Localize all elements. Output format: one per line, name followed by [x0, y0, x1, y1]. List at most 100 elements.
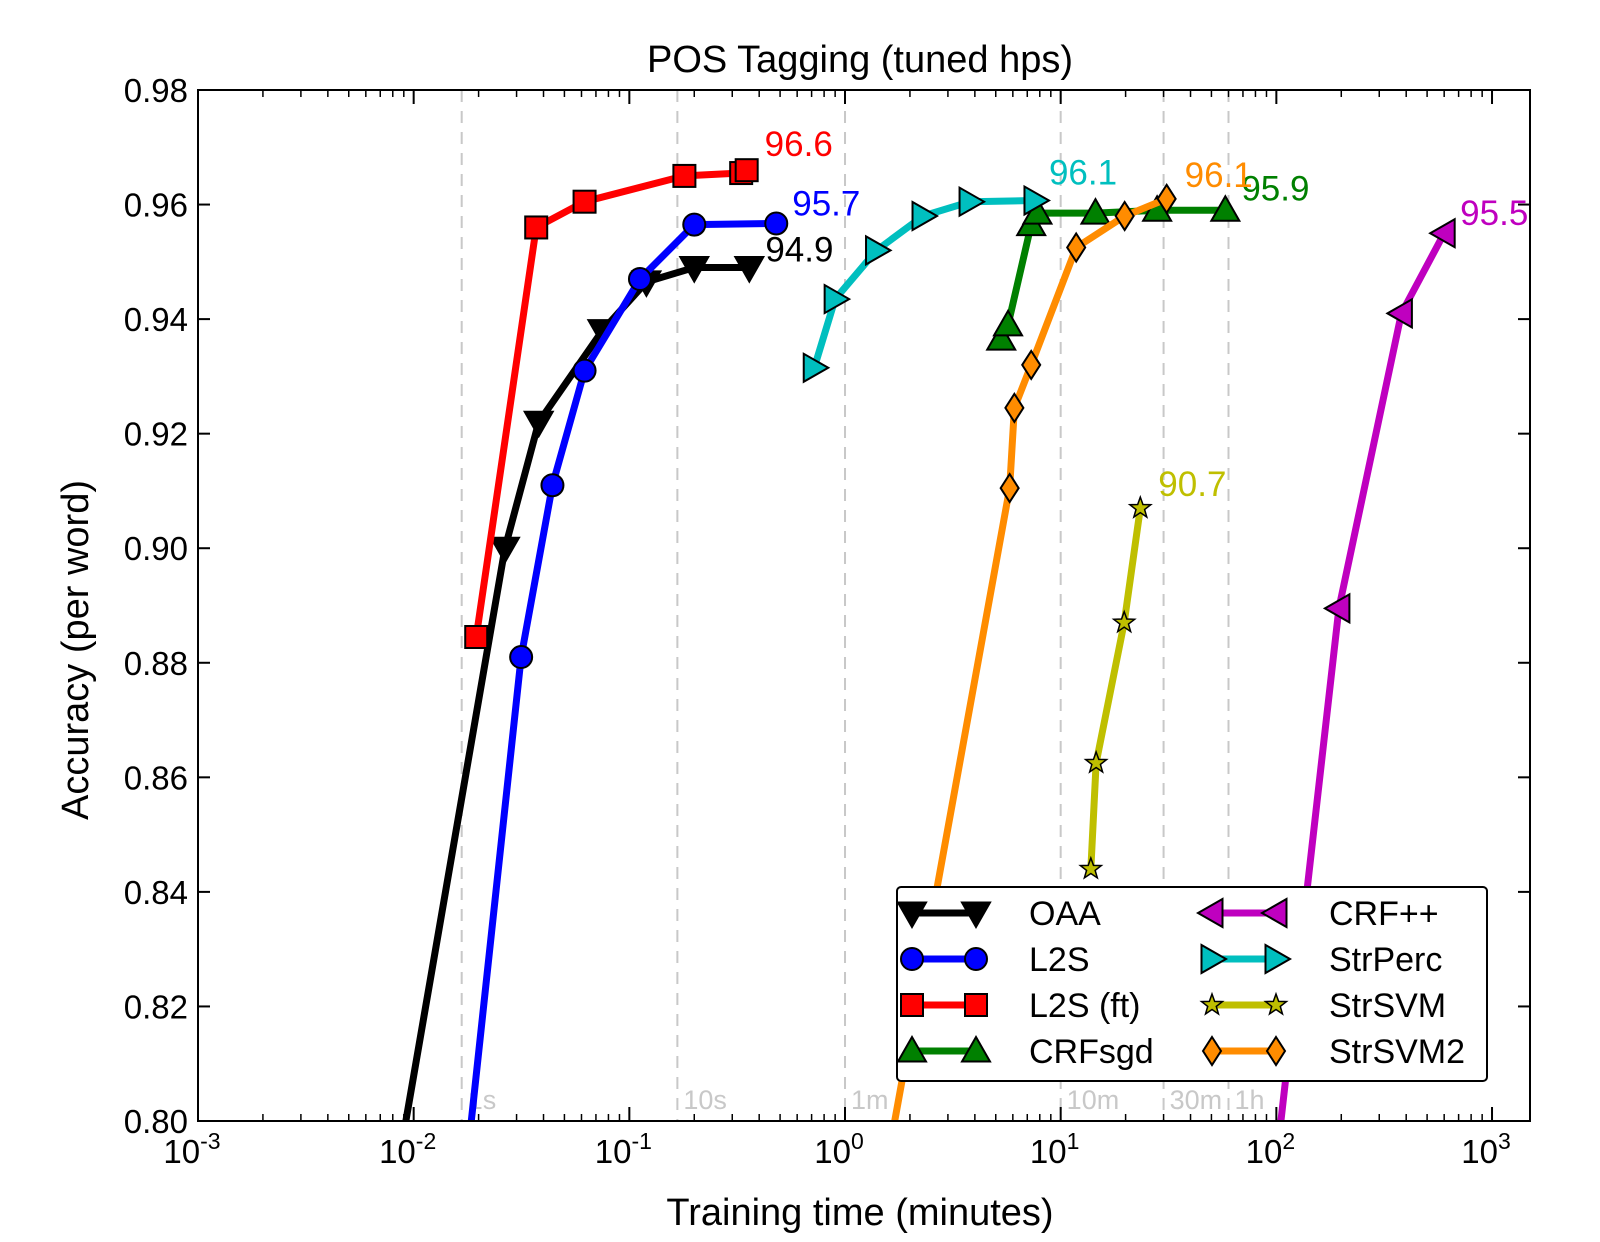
legend-label: L2S: [1029, 941, 1090, 979]
series-strsvm2: [891, 182, 1177, 1121]
data-point: [865, 234, 893, 267]
series-strperc: [802, 184, 1051, 384]
reference-line-label: 1m: [851, 1085, 889, 1115]
data-point: [572, 358, 597, 383]
data-point: [1428, 217, 1456, 249]
data-point: [572, 189, 597, 214]
plot-frame: [197, 89, 1531, 1122]
end-label: 94.9: [765, 231, 833, 270]
data-point: [540, 473, 565, 498]
y-axis-label: Accuracy (per word): [55, 480, 97, 820]
data-point: [1021, 349, 1042, 381]
data-point: [964, 947, 988, 971]
end-label: 95.9: [1241, 169, 1309, 208]
data-point: [1004, 392, 1025, 424]
y-tick-label: 0.96: [124, 187, 188, 224]
reference-line-label: 1h: [1235, 1085, 1265, 1115]
y-tick-label: 0.82: [124, 988, 188, 1025]
data-point: [999, 472, 1020, 504]
data-point: [1265, 1035, 1287, 1067]
data-point: [1114, 200, 1135, 232]
data-point: [911, 200, 940, 232]
y-tick-label: 0.88: [124, 645, 188, 682]
legend-item: CRFsgd: [896, 1033, 1154, 1071]
legend-item: StrSVM2: [1201, 1033, 1465, 1071]
reference-line-label: 10s: [683, 1085, 727, 1115]
series-crfsgd: [985, 194, 1242, 351]
data-point: [509, 645, 534, 670]
data-point: [1023, 184, 1051, 217]
data-point: [958, 185, 987, 218]
y-tick-label: 0.94: [124, 301, 188, 338]
legend-label: OAA: [1029, 895, 1101, 933]
y-tick-label: 0.80: [124, 1103, 188, 1140]
data-point: [1127, 494, 1153, 519]
end-label: 95.5: [1460, 194, 1528, 233]
series-line: [1087, 507, 1144, 870]
data-point: [627, 267, 652, 292]
y-tick-label: 0.84: [124, 874, 188, 911]
end-label: 96.6: [765, 125, 833, 164]
legend-item: L2S: [900, 941, 1090, 979]
data-point: [1201, 1035, 1223, 1067]
data-point: [896, 1034, 928, 1063]
data-point: [1083, 749, 1109, 774]
legend-label: L2S (ft): [1029, 987, 1140, 1025]
data-point: [682, 212, 707, 237]
legend-item: StrPerc: [1200, 941, 1442, 979]
data-point: [1322, 592, 1351, 625]
chart-title: POS Tagging (tuned hps): [647, 39, 1073, 81]
x-tick-label: 102: [1246, 1128, 1296, 1170]
legend-item: CRF++: [1195, 895, 1439, 933]
data-point: [522, 410, 555, 439]
data-point: [672, 163, 697, 188]
x-tick-label: 100: [814, 1128, 864, 1170]
data-point: [985, 323, 1017, 351]
reference-line-label: 30m: [1170, 1085, 1223, 1115]
series-strsvm: [1078, 494, 1153, 880]
data-point: [1065, 231, 1087, 264]
series-l2s-ft-: [464, 158, 759, 650]
data-point: [1264, 943, 1293, 975]
data-point: [489, 536, 521, 565]
legend-box: [896, 886, 1488, 1082]
end-label: 96.1: [1049, 154, 1117, 193]
data-point: [464, 625, 489, 650]
x-tick-label: 10-2: [379, 1128, 436, 1170]
data-point: [1259, 897, 1288, 929]
data-point: [733, 256, 766, 284]
legend-item: StrSVM: [1199, 987, 1446, 1025]
series-line: [1277, 231, 1448, 1121]
data-point: [1195, 897, 1224, 929]
legend-label: StrPerc: [1329, 941, 1442, 979]
y-tick-label: 0.92: [124, 416, 188, 453]
x-tick-label: 10-1: [595, 1128, 652, 1170]
data-point: [964, 993, 988, 1017]
data-point: [1199, 991, 1225, 1016]
reference-line-label: 10m: [1067, 1085, 1120, 1115]
data-point: [734, 158, 759, 183]
legend-label: CRF++: [1329, 895, 1439, 933]
data-point: [1078, 855, 1104, 880]
data-point: [1263, 991, 1289, 1016]
x-tick-label: 103: [1461, 1128, 1511, 1170]
data-point: [960, 1034, 992, 1063]
data-point: [1200, 943, 1229, 975]
data-point: [900, 993, 924, 1017]
data-point: [764, 211, 789, 236]
legend: OAA L2S L2S (ft) CRFsgd CRF++ StrPerc StrSVM St…: [896, 886, 1488, 1082]
data-point: [1111, 609, 1137, 634]
legend-label: StrSVM: [1329, 987, 1446, 1025]
legend-item: OAA: [896, 895, 1101, 933]
data-point: [900, 947, 924, 971]
legend-item: L2S (ft): [900, 987, 1140, 1025]
legend-label: StrSVM2: [1329, 1033, 1465, 1071]
x-tick-label: 101: [1030, 1128, 1080, 1170]
end-label: 95.7: [792, 184, 860, 223]
data-point: [896, 901, 928, 930]
data-point: [1209, 194, 1242, 222]
data-point: [524, 215, 549, 240]
data-point: [823, 283, 852, 315]
end-label: 96.1: [1185, 156, 1253, 195]
